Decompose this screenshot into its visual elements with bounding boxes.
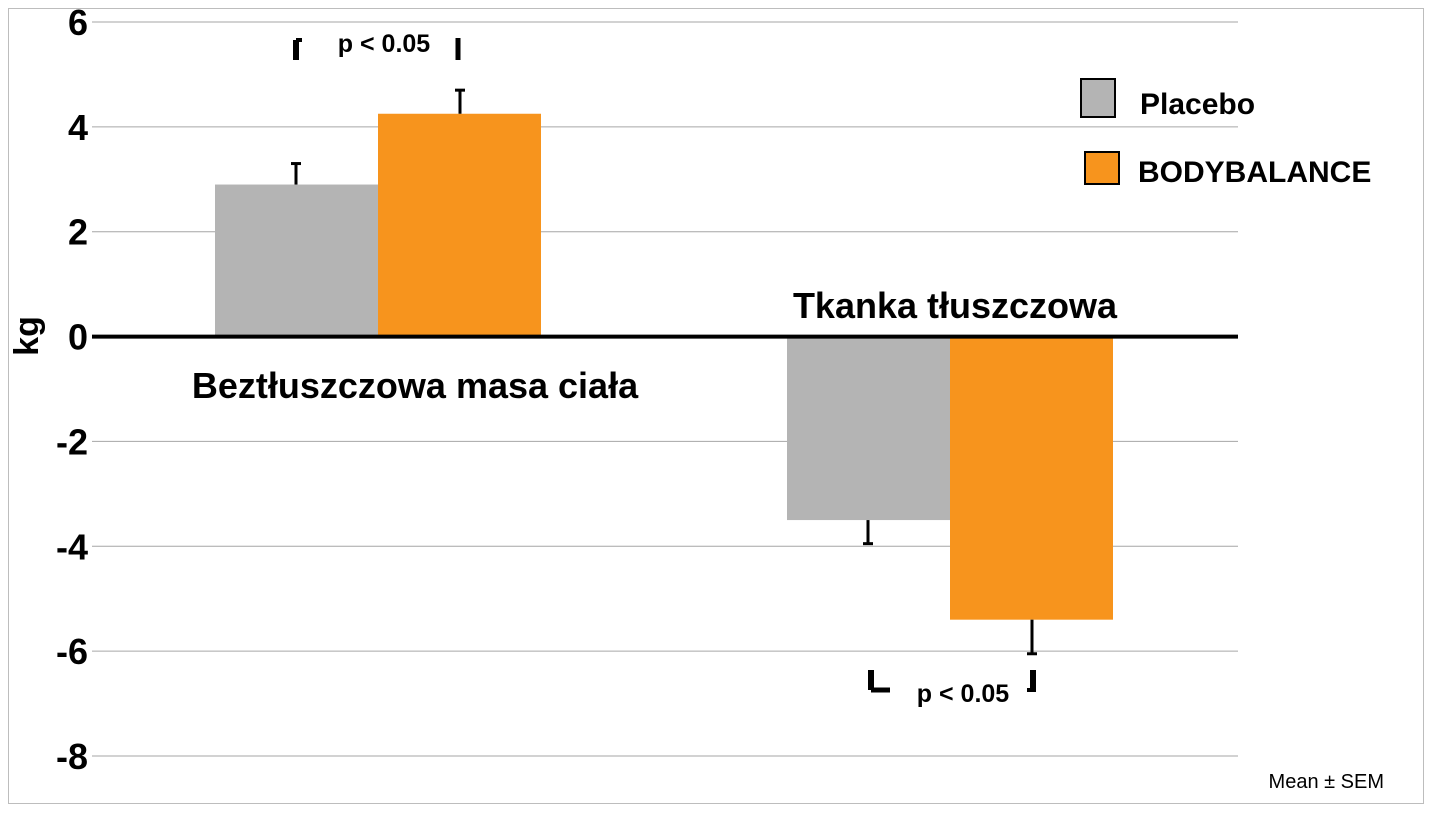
mean-sem-note: Mean ± SEM — [1269, 771, 1384, 793]
error-bars — [291, 88, 1037, 656]
y-axis-label: kg — [8, 316, 46, 356]
category-label-fat-tissue: Tkanka tłuszczowa — [793, 285, 1118, 326]
legend-swatch-placebo — [1080, 78, 1116, 118]
y-tick-label: -6 — [56, 631, 88, 672]
p-value-annotation-bottom: p < 0.05 — [917, 680, 1010, 708]
bar-placebo-1 — [787, 336, 950, 521]
y-tick-label: -4 — [56, 526, 88, 567]
y-tick-labels: 6 4 2 0 -2 -4 -6 -8 — [56, 2, 88, 777]
significance-brackets — [293, 38, 1036, 693]
y-tick-label: 0 — [68, 317, 88, 358]
legend-label-bodybalance: BODYBALANCE — [1138, 156, 1371, 189]
y-tick-label: 6 — [68, 2, 88, 43]
category-label-lean-mass: Beztłuszczowa masa ciała — [192, 365, 639, 406]
legend-swatch-bodybalance — [1084, 151, 1120, 185]
legend: Placebo BODYBALANCE — [1080, 78, 1371, 189]
bar-bodybalance-0 — [378, 113, 541, 337]
y-tick-label: -2 — [56, 421, 88, 462]
bar-bodybalance-1 — [950, 336, 1113, 620]
chart-frame — [8, 8, 1424, 804]
y-tick-label: 4 — [68, 107, 88, 148]
y-tick-label: 2 — [68, 212, 88, 253]
y-tick-label: -8 — [56, 736, 88, 777]
p-value-annotation-top: p < 0.05 — [338, 30, 431, 58]
legend-label-placebo: Placebo — [1140, 88, 1255, 121]
bars — [215, 113, 1113, 620]
bar-placebo-0 — [215, 184, 378, 337]
